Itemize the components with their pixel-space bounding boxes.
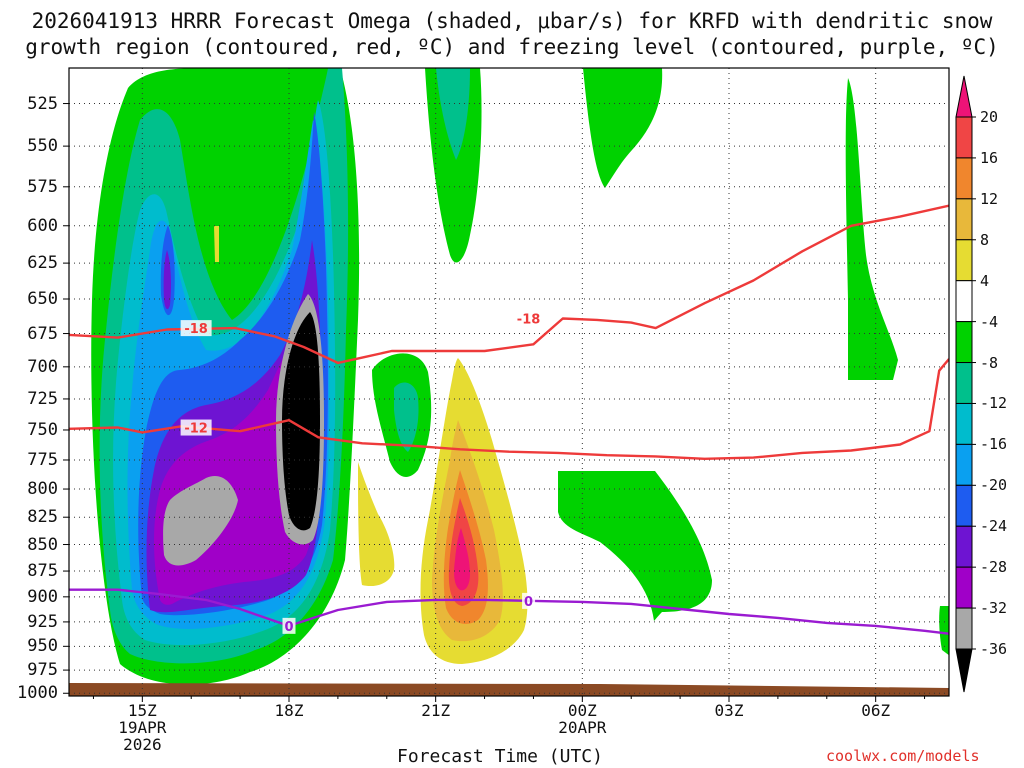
contour-line-dgz-top xyxy=(69,204,949,365)
colorbar-label: 20 xyxy=(980,108,999,126)
x-tick-label: 21Z xyxy=(421,701,451,720)
omega-region-minus8 xyxy=(939,606,949,656)
y-tick-label: 950 xyxy=(27,636,58,657)
y-tick-label: 775 xyxy=(27,449,58,470)
colorbar-swatch xyxy=(955,443,973,486)
grid-lines xyxy=(69,68,949,696)
contour-label-bg xyxy=(282,617,296,634)
contour-line-freezing-level xyxy=(69,588,949,635)
colorbar-label: -20 xyxy=(980,476,1008,495)
colorbar-label: -12 xyxy=(980,394,1008,413)
colorbar-swatch xyxy=(955,157,973,200)
contour-label: 0 xyxy=(284,620,293,635)
x-tick-date-label: 20APR xyxy=(558,718,607,737)
colorbar-swatch xyxy=(955,484,973,527)
omega-region-minus8 xyxy=(558,471,712,621)
omega-region-minus40 xyxy=(282,312,320,531)
y-tick-label: 650 xyxy=(27,289,58,309)
omega-region-minus36 xyxy=(163,476,238,566)
y-tick-label: 800 xyxy=(27,479,58,500)
contour-label: -12 xyxy=(184,422,208,437)
omega-region-minus28 xyxy=(163,250,171,310)
colorbar-label: 4 xyxy=(980,271,990,290)
y-tick-label: 750 xyxy=(27,419,58,440)
contour-label-bg xyxy=(180,320,212,337)
x-tick-label: 06Z xyxy=(861,701,891,720)
colorbar-label: -32 xyxy=(980,599,1008,618)
colorbar-swatch xyxy=(955,116,973,159)
x-tick-label: 18Z xyxy=(274,701,304,720)
y-tick-label: 675 xyxy=(27,323,58,344)
y-tick-label: 875 xyxy=(27,561,58,582)
ground-terrain xyxy=(69,683,949,696)
omega-region-minus12 xyxy=(436,68,470,160)
colorbar-swatch xyxy=(955,75,973,118)
omega-region-minus8 xyxy=(583,68,663,188)
y-tick-label: 700 xyxy=(27,356,58,377)
chart-title-line2: growth region (contoured, red, ºC) and f… xyxy=(25,35,999,59)
contour-labels: -18 -18 -12 0 0 xyxy=(180,310,545,635)
plot-frame xyxy=(68,67,950,697)
omega-region-minus12 xyxy=(394,382,419,452)
colorbar-label: -24 xyxy=(980,517,1008,536)
colorbar-swatch xyxy=(955,280,973,323)
contour-label: -18 xyxy=(517,313,541,328)
y-tick-label: 525 xyxy=(27,93,58,114)
y-tick-label: 725 xyxy=(27,388,58,409)
contour-label-bg xyxy=(522,592,536,609)
omega-region-plus20 xyxy=(454,528,470,591)
credit-link[interactable]: coolwx.com/models xyxy=(826,747,980,765)
colorbar-label: 8 xyxy=(980,230,990,249)
y-tick-label: 925 xyxy=(27,611,58,632)
y-tick-label: 975 xyxy=(27,660,58,681)
x-tick-date-label: 2026 xyxy=(123,735,162,754)
colorbar-label: -4 xyxy=(980,312,999,331)
colorbar-label: -16 xyxy=(980,435,1008,454)
colorbar-swatch xyxy=(955,402,973,445)
colorbar-swatch xyxy=(955,362,973,404)
y-tick-label: 625 xyxy=(27,253,58,274)
y-tick-label: 600 xyxy=(27,215,58,236)
colorbar-label: -8 xyxy=(980,353,999,372)
colorbar-label: -28 xyxy=(980,558,1008,577)
axis-ticks xyxy=(63,103,926,702)
contour-label-bg xyxy=(180,419,212,436)
x-axis-title: Forecast Time (UTC) xyxy=(397,746,603,767)
y-tick-label: 825 xyxy=(27,507,58,528)
colorbar-swatch xyxy=(955,607,973,650)
x-tick-label: 03Z xyxy=(714,701,744,720)
y-tick-label: 550 xyxy=(27,136,58,157)
colorbar-swatch xyxy=(955,198,973,241)
x-tick-label: 15Z xyxy=(127,701,157,720)
contour-label-bg xyxy=(513,310,545,327)
colorbar-label: 16 xyxy=(980,148,999,167)
colorbar-swatch xyxy=(955,525,973,568)
colorbar-label: 12 xyxy=(980,189,999,208)
y-tick-label: 850 xyxy=(27,534,58,555)
contour-label: 0 xyxy=(524,595,533,610)
colorbar-swatch xyxy=(955,566,973,609)
y-tick-label: 900 xyxy=(27,586,58,607)
colorbar xyxy=(955,75,976,693)
omega-region-plus4 xyxy=(358,462,395,587)
colorbar-swatch xyxy=(955,648,973,693)
omega-region-minus8 xyxy=(845,78,898,380)
colorbar-swatch xyxy=(955,239,973,282)
x-tick-label: 00Z xyxy=(567,701,597,720)
contour-label: -18 xyxy=(184,322,208,337)
y-tick-label: 1000 xyxy=(17,683,58,704)
chart-title-line1: 2026041913 HRRR Forecast Omega (shaded, … xyxy=(31,9,993,33)
y-tick-label: 575 xyxy=(27,176,58,197)
omega-region-plus4 xyxy=(214,226,219,262)
omega-shading-layer xyxy=(69,68,949,696)
colorbar-label: -36 xyxy=(980,640,1008,658)
x-tick-date-label: 19APR xyxy=(118,718,167,737)
colorbar-swatch xyxy=(955,321,973,364)
omega-region-minus8 xyxy=(425,68,482,263)
